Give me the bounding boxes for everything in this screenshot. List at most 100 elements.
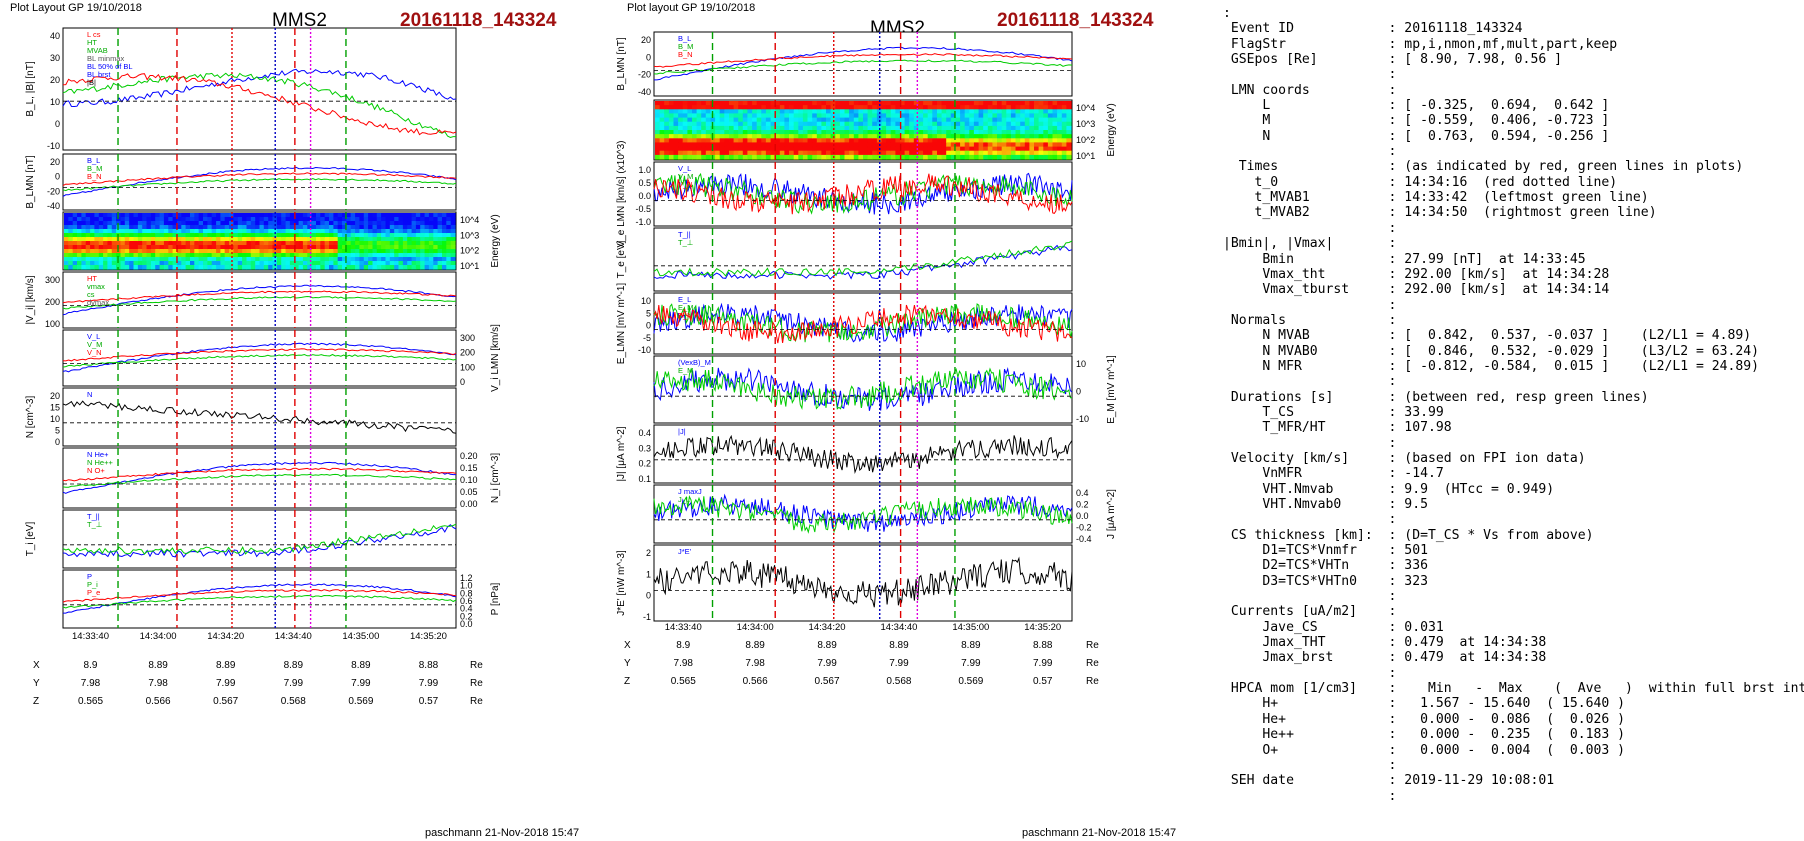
energy-spectrogram [64, 213, 456, 270]
panel-7: |J| [μA m^-2] 0.4 0.3 0.2 0.1 |J| [616, 424, 1073, 484]
position-value: 8.89 [961, 640, 981, 651]
info-line: FlagStr : mp,i,nmon,mf,mult,part,keep [1223, 36, 1618, 52]
tick-label: 200 [460, 348, 475, 358]
tick-label: 0 [646, 52, 651, 62]
series-line [62, 73, 457, 136]
tick-label: 0.10 [460, 475, 478, 485]
legend-entry: V_L [678, 164, 691, 173]
axis-label: E_LMN [mV m^-1] [616, 283, 627, 365]
series-line [62, 348, 457, 362]
tick-label: -10 [1076, 414, 1089, 424]
panel-1: B_LMN [nT] 20 0 -20 -40 B_LB_MB_N [616, 31, 1073, 97]
series-line [62, 594, 457, 609]
tick-label: 0.00 [460, 499, 478, 509]
legend-entry: E_N [678, 311, 693, 320]
axis-label: B_L, |B| [nT] [25, 61, 36, 116]
position-value: 8.89 [284, 660, 304, 671]
info-line: : [1223, 297, 1397, 313]
panel-9: P [nPa] 1.21.00.80.60.40.20.0 PP_iP_e [62, 569, 501, 629]
series-line [653, 556, 1073, 608]
series-line [62, 177, 457, 192]
tick-label: -40 [47, 201, 60, 211]
tick-label: 10^2 [460, 246, 479, 256]
legend-entry: T_|| [678, 230, 691, 239]
tick-label: 0.2 [460, 611, 473, 621]
tick-label: 0 [55, 437, 60, 447]
legend-entry: |J| [678, 427, 686, 436]
position-value: 0.566 [146, 696, 171, 707]
legend-entry: T_⊥ [87, 520, 103, 529]
axis-label: B_LMN [nT] [616, 37, 627, 91]
position-unit: Re [470, 696, 483, 707]
legend-entry: MVAB [87, 46, 108, 55]
tick-label: -1.0 [635, 217, 651, 227]
tick-label: 20 [50, 75, 60, 85]
position-value: 0.566 [743, 676, 768, 687]
info-line: CS thickness [km]: : (D=T_CS * Vs from a… [1223, 527, 1594, 543]
legend-entry: B_L [678, 34, 691, 43]
info-line: He+ : 0.000 - 0.086 ( 0.026 ) [1223, 711, 1626, 727]
right-event-label: 20161118_143324 [997, 10, 1154, 31]
time-tick-label: 14:35:00 [342, 631, 379, 642]
tick-label: 300 [45, 275, 60, 285]
series-line [62, 523, 457, 555]
position-value: 7.98 [745, 658, 765, 669]
info-line: Times : (as indicated by red, green line… [1223, 159, 1744, 175]
position-value: 0.565 [671, 676, 696, 687]
legend-entry: P_e [87, 588, 100, 597]
legend-entry: P_i [87, 580, 98, 589]
legend-entry: V_M [678, 172, 693, 181]
legend-entry: B_L [87, 156, 100, 165]
legend-entry: N He+ [87, 450, 109, 459]
tick-label: 10 [1076, 359, 1086, 369]
position-value: 8.89 [889, 640, 909, 651]
position-unit: Re [470, 660, 483, 671]
tick-label: -5 [643, 333, 651, 343]
axis-label: Energy (eV) [1106, 103, 1117, 156]
info-line: VnMFR : -14.7 [1223, 466, 1444, 482]
position-value: 7.99 [1033, 658, 1053, 669]
position-value: 0.568 [281, 696, 306, 707]
panel-frame [62, 447, 457, 509]
position-value: 8.89 [351, 660, 371, 671]
panel-frame [653, 292, 1073, 355]
info-line: Jmax_THT : 0.479 at 14:34:38 [1223, 635, 1547, 651]
position-row-label: Z [33, 696, 39, 707]
panel-3: Energy (eV) 10^4 10^3 10^2 10^1 [62, 211, 501, 271]
panel-8: T_i [eV] T_||T_⊥ [25, 509, 457, 569]
tick-label: -20 [638, 70, 651, 80]
position-value: 8.88 [1033, 640, 1053, 651]
series-line [62, 172, 457, 187]
left-plot-layout-title: Plot Layout GP 19/10/2018 [10, 2, 142, 14]
legend-entry: BL minmax [87, 54, 124, 63]
tick-label: -0.5 [635, 204, 651, 214]
left-footer: paschmann 21-Nov-2018 15:47 [425, 827, 580, 839]
tick-label: 300 [460, 333, 475, 343]
info-line: M : [ -0.559, 0.406, -0.723 ] [1223, 113, 1610, 129]
tick-label: 10^1 [460, 261, 479, 271]
axis-label: B_LMN [nT] [25, 155, 36, 209]
tick-label: 0.15 [460, 463, 478, 473]
info-line: T_CS : 33.99 [1223, 404, 1444, 420]
tick-label: 0.0 [460, 619, 473, 629]
panel-frame [62, 329, 457, 387]
tick-label: -0.4 [1076, 534, 1092, 544]
panel-frame [62, 271, 457, 329]
series-line [62, 473, 457, 488]
legend-entry: HT [87, 38, 97, 47]
series-line [62, 290, 457, 304]
legend-entry: T_|| [87, 512, 100, 521]
position-row-label: X [624, 640, 631, 651]
info-line: D2=TCS*VHTn : 336 [1223, 558, 1428, 574]
legend-entry: B_M [678, 42, 693, 51]
info-line: t_0 : 14:34:16 (red dotted line) [1223, 174, 1618, 190]
tick-label: 0.05 [460, 487, 478, 497]
tick-label: -40 [638, 87, 651, 97]
info-line: : [1223, 589, 1397, 605]
legend-entry: E_L [678, 295, 691, 304]
info-line: GSEpos [Re] : [ 8.90, 7.98, 0.56 ] [1223, 52, 1562, 68]
left-spacecraft-label: MMS2 [272, 10, 327, 31]
